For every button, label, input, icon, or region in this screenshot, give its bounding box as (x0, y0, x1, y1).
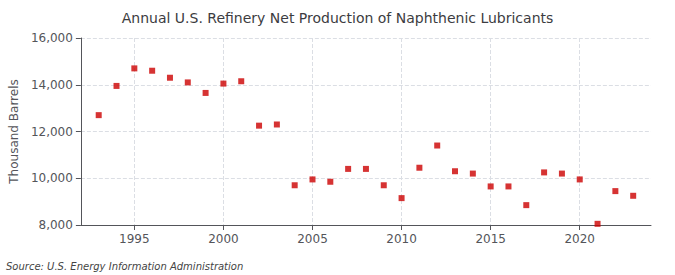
svg-text:2000: 2000 (208, 232, 239, 246)
svg-text:2005: 2005 (297, 232, 328, 246)
svg-text:16,000: 16,000 (31, 31, 73, 45)
svg-text:2015: 2015 (475, 232, 506, 246)
svg-text:14,000: 14,000 (31, 78, 73, 92)
svg-text:Annual U.S. Refinery Net Produ: Annual U.S. Refinery Net Production of N… (122, 10, 554, 26)
svg-text:Source: U.S. Energy Informatio: Source: U.S. Energy Information Administ… (6, 261, 243, 272)
svg-text:10,000: 10,000 (31, 171, 73, 185)
svg-text:12,000: 12,000 (31, 125, 73, 139)
svg-text:1995: 1995 (119, 232, 150, 246)
svg-text:8,000: 8,000 (39, 218, 73, 232)
svg-text:2010: 2010 (386, 232, 417, 246)
svg-text:2020: 2020 (564, 232, 595, 246)
svg-text:Thousand Barrels: Thousand Barrels (7, 79, 21, 184)
